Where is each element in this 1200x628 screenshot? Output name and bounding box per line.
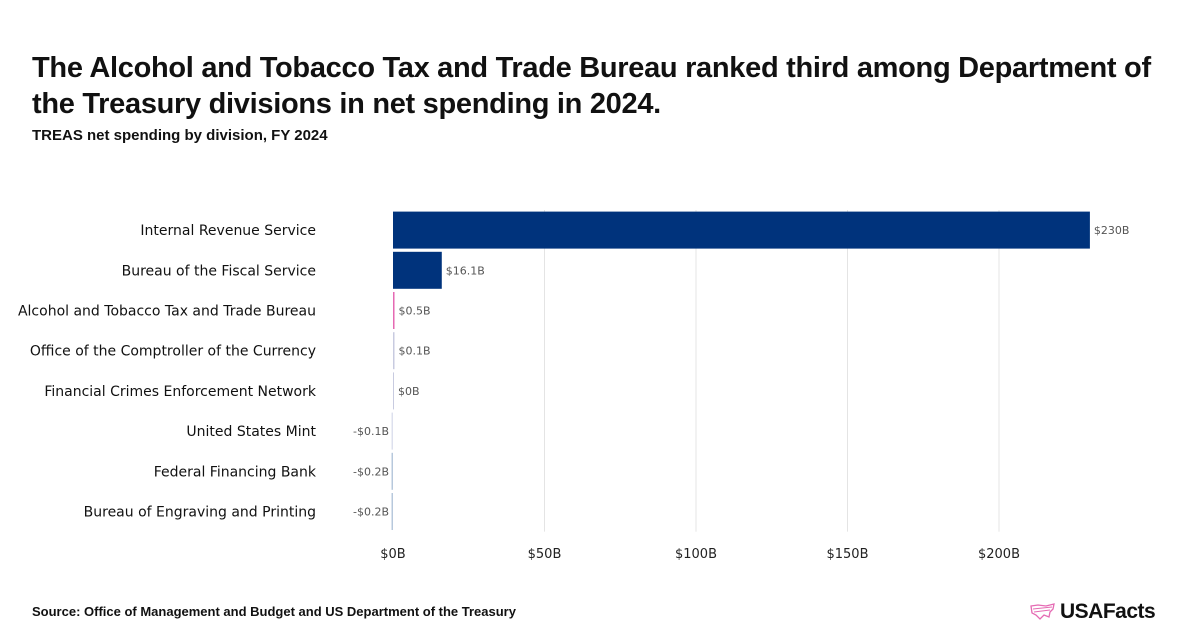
logo-text: USAFacts — [1060, 600, 1156, 623]
x-tick-label: $0B — [380, 547, 405, 562]
data-label: -$0.2B — [353, 506, 389, 519]
category-label: Alcohol and Tobacco Tax and Trade Bureau — [18, 304, 316, 320]
category-label: Bureau of the Fiscal Service — [122, 263, 316, 279]
category-label: Financial Crimes Enforcement Network — [44, 384, 317, 400]
category-label: Office of the Comptroller of the Currenc… — [30, 344, 316, 360]
bar — [393, 251, 442, 289]
data-label: -$0.1B — [353, 425, 389, 438]
data-label: $0.5B — [399, 305, 431, 318]
category-label: United States Mint — [186, 424, 316, 440]
data-label: -$0.2B — [353, 465, 389, 478]
us-map-icon — [1030, 603, 1055, 620]
x-tick-label: $50B — [528, 547, 562, 562]
x-tick-label: $150B — [826, 547, 868, 562]
category-label: Internal Revenue Service — [140, 223, 316, 239]
bar — [393, 372, 394, 410]
data-label: $230B — [1094, 224, 1130, 237]
category-label: Bureau of Engraving and Printing — [84, 505, 316, 521]
chart-subtitle: TREAS net spending by division, FY 2024 — [32, 127, 328, 144]
chart-title: The Alcohol and Tobacco Tax and Trade Bu… — [32, 52, 1151, 120]
data-label: $0.1B — [399, 345, 431, 358]
bar — [393, 292, 395, 329]
category-label: Federal Financing Bank — [154, 464, 317, 480]
data-label: $16.1B — [446, 264, 485, 277]
usafacts-logo: USAFacts — [1030, 600, 1156, 624]
source-note: Source: Office of Management and Budget … — [32, 604, 516, 619]
data-label: $0B — [398, 385, 420, 398]
bar — [393, 211, 1090, 249]
bar — [393, 332, 395, 370]
bar — [391, 412, 393, 450]
bar — [391, 452, 393, 490]
bar — [391, 493, 393, 530]
x-tick-label: $100B — [675, 547, 717, 562]
x-tick-label: $200B — [978, 547, 1020, 562]
